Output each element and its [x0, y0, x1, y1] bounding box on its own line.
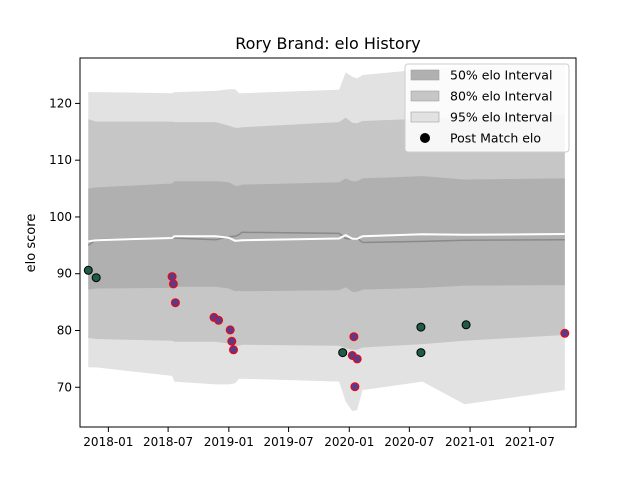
x-tick-label: 2021-07	[505, 435, 555, 449]
post-match-point	[352, 354, 362, 364]
y-tick-label: 110	[49, 153, 72, 167]
y-axis-ticks: 70 80 90 100 110 120	[49, 96, 80, 394]
post-match-point	[338, 348, 348, 358]
x-tick-label: 2020-07	[384, 435, 434, 449]
legend-label: 80% elo Interval	[450, 89, 552, 104]
x-axis-ticks: 2018-01 2018-07 2019-01 2019-07 2020-01 2020-…	[83, 427, 555, 449]
legend-swatch	[410, 111, 440, 123]
post-match-point	[416, 348, 426, 358]
post-match-point	[416, 322, 426, 332]
post-match-point	[167, 272, 177, 282]
post-match-point	[349, 332, 359, 342]
post-match-point	[461, 320, 471, 330]
legend-label: 50% elo Interval	[450, 68, 552, 83]
elo-lines	[87, 231, 565, 246]
y-tick-label: 70	[57, 380, 72, 394]
post-match-points	[83, 265, 570, 392]
x-tick-label: 2018-01	[83, 435, 133, 449]
y-tick-label: 120	[49, 96, 72, 110]
y-tick-label: 90	[57, 267, 72, 281]
legend-marker	[420, 133, 430, 143]
y-axis-label: elo score	[24, 214, 39, 273]
legend: 50% elo Interval 80% elo Interval 95% elo …	[404, 63, 570, 153]
x-tick-label: 2018-07	[143, 435, 193, 449]
y-tick-label: 80	[57, 323, 72, 337]
chart-title: Rory Brand: elo History	[235, 34, 421, 53]
post-match-point	[229, 345, 238, 355]
post-match-point	[560, 328, 570, 338]
x-tick-label: 2019-07	[263, 435, 313, 449]
legend-swatch	[410, 69, 440, 81]
legend-box	[404, 63, 570, 153]
plot-frame	[79, 57, 577, 428]
legend-swatch	[410, 90, 440, 102]
post-match-point	[168, 279, 178, 289]
post-match-point	[91, 273, 101, 283]
post-match-point	[227, 336, 237, 346]
legend-label: 95% elo Interval	[450, 110, 552, 125]
legend-label: Post Match elo	[450, 131, 541, 146]
post-match-point	[214, 315, 224, 325]
x-tick-label: 2020-01	[324, 435, 374, 449]
post-match-point	[225, 325, 235, 335]
post-match-point	[83, 265, 93, 275]
x-tick-label: 2021-01	[445, 435, 495, 449]
x-tick-label: 2019-01	[204, 435, 254, 449]
post-match-point	[350, 382, 360, 392]
center-elo-line	[88, 233, 565, 243]
y-tick-label: 100	[49, 210, 72, 224]
post-match-point	[170, 298, 180, 308]
